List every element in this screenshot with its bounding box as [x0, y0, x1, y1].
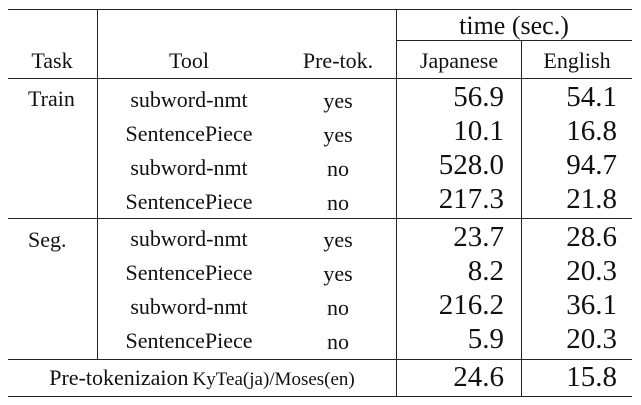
seg-row-2-tool: SentencePiece — [125, 260, 253, 285]
pretokenization-label-tools: KyTea(ja)/Moses(en) — [192, 369, 355, 390]
train-row-3-tool: subword-nmt — [130, 155, 248, 180]
task-seg: Seg. — [28, 227, 67, 252]
seg-row-4-tool: SentencePiece — [125, 328, 253, 353]
seg-row-4-en: 20.3 — [566, 323, 617, 355]
header-tool: Tool — [168, 48, 210, 73]
seg-rule — [8, 359, 632, 360]
train-row-4-en: 21.8 — [566, 183, 617, 215]
train-row-3-pretok: no — [327, 156, 349, 181]
train-row-1-pretok: yes — [323, 88, 353, 113]
train-row-4-tool: SentencePiece — [125, 189, 253, 214]
header-task: Task — [31, 48, 73, 73]
seg-row-3-ja: 216.2 — [438, 289, 504, 321]
train-row-3-ja: 528.0 — [438, 149, 504, 181]
task-train: Train — [28, 86, 75, 111]
seg-row-2-pretok: yes — [323, 261, 353, 286]
top-rule — [8, 9, 632, 10]
pretokenization-label-main: Pre-tokenizaion — [49, 365, 189, 390]
train-row-4-ja: 217.3 — [438, 183, 504, 215]
seg-row-4-ja: 5.9 — [467, 323, 504, 355]
train-row-1-ja: 56.9 — [453, 81, 504, 113]
seg-row-3-tool: subword-nmt — [130, 294, 248, 319]
seg-row-3-pretok: no — [327, 295, 349, 320]
train-rule — [8, 218, 632, 219]
train-row-1-en: 54.1 — [566, 81, 617, 113]
col-rule-pretok — [396, 9, 397, 396]
train-row-1-tool: subword-nmt — [130, 87, 248, 112]
col-rule-task — [97, 9, 98, 359]
seg-row-1-pretok: yes — [323, 227, 353, 252]
time-header: time (sec.) — [459, 11, 569, 40]
seg-row-1-en: 28.6 — [566, 221, 617, 253]
seg-row-2-en: 20.3 — [566, 255, 617, 287]
seg-row-3-en: 36.1 — [566, 289, 617, 321]
bottom-rule — [8, 396, 632, 397]
pretok-en: 15.8 — [566, 361, 617, 393]
train-row-2-pretok: yes — [323, 122, 353, 147]
seg-row-4-pretok: no — [327, 329, 349, 354]
col-rule-lang — [521, 40, 522, 396]
train-row-2-ja: 10.1 — [453, 115, 504, 147]
time-header-rule — [396, 40, 632, 41]
train-row-2-en: 16.8 — [566, 115, 617, 147]
seg-row-1-tool: subword-nmt — [130, 226, 248, 251]
header-rule — [8, 78, 632, 79]
header-japanese: Japanese — [419, 48, 499, 73]
train-row-3-en: 94.7 — [566, 149, 617, 181]
train-row-4-pretok: no — [327, 190, 349, 215]
seg-row-2-ja: 8.2 — [467, 255, 504, 287]
pretokenization-label: Pre-tokenizaion KyTea(ja)/Moses(en) — [49, 365, 355, 390]
train-row-2-tool: SentencePiece — [125, 121, 253, 146]
pretok-ja: 24.6 — [453, 361, 504, 393]
header-english: English — [543, 48, 611, 73]
seg-row-1-ja: 23.7 — [453, 221, 504, 253]
header-pretok: Pre-tok. — [302, 48, 374, 73]
